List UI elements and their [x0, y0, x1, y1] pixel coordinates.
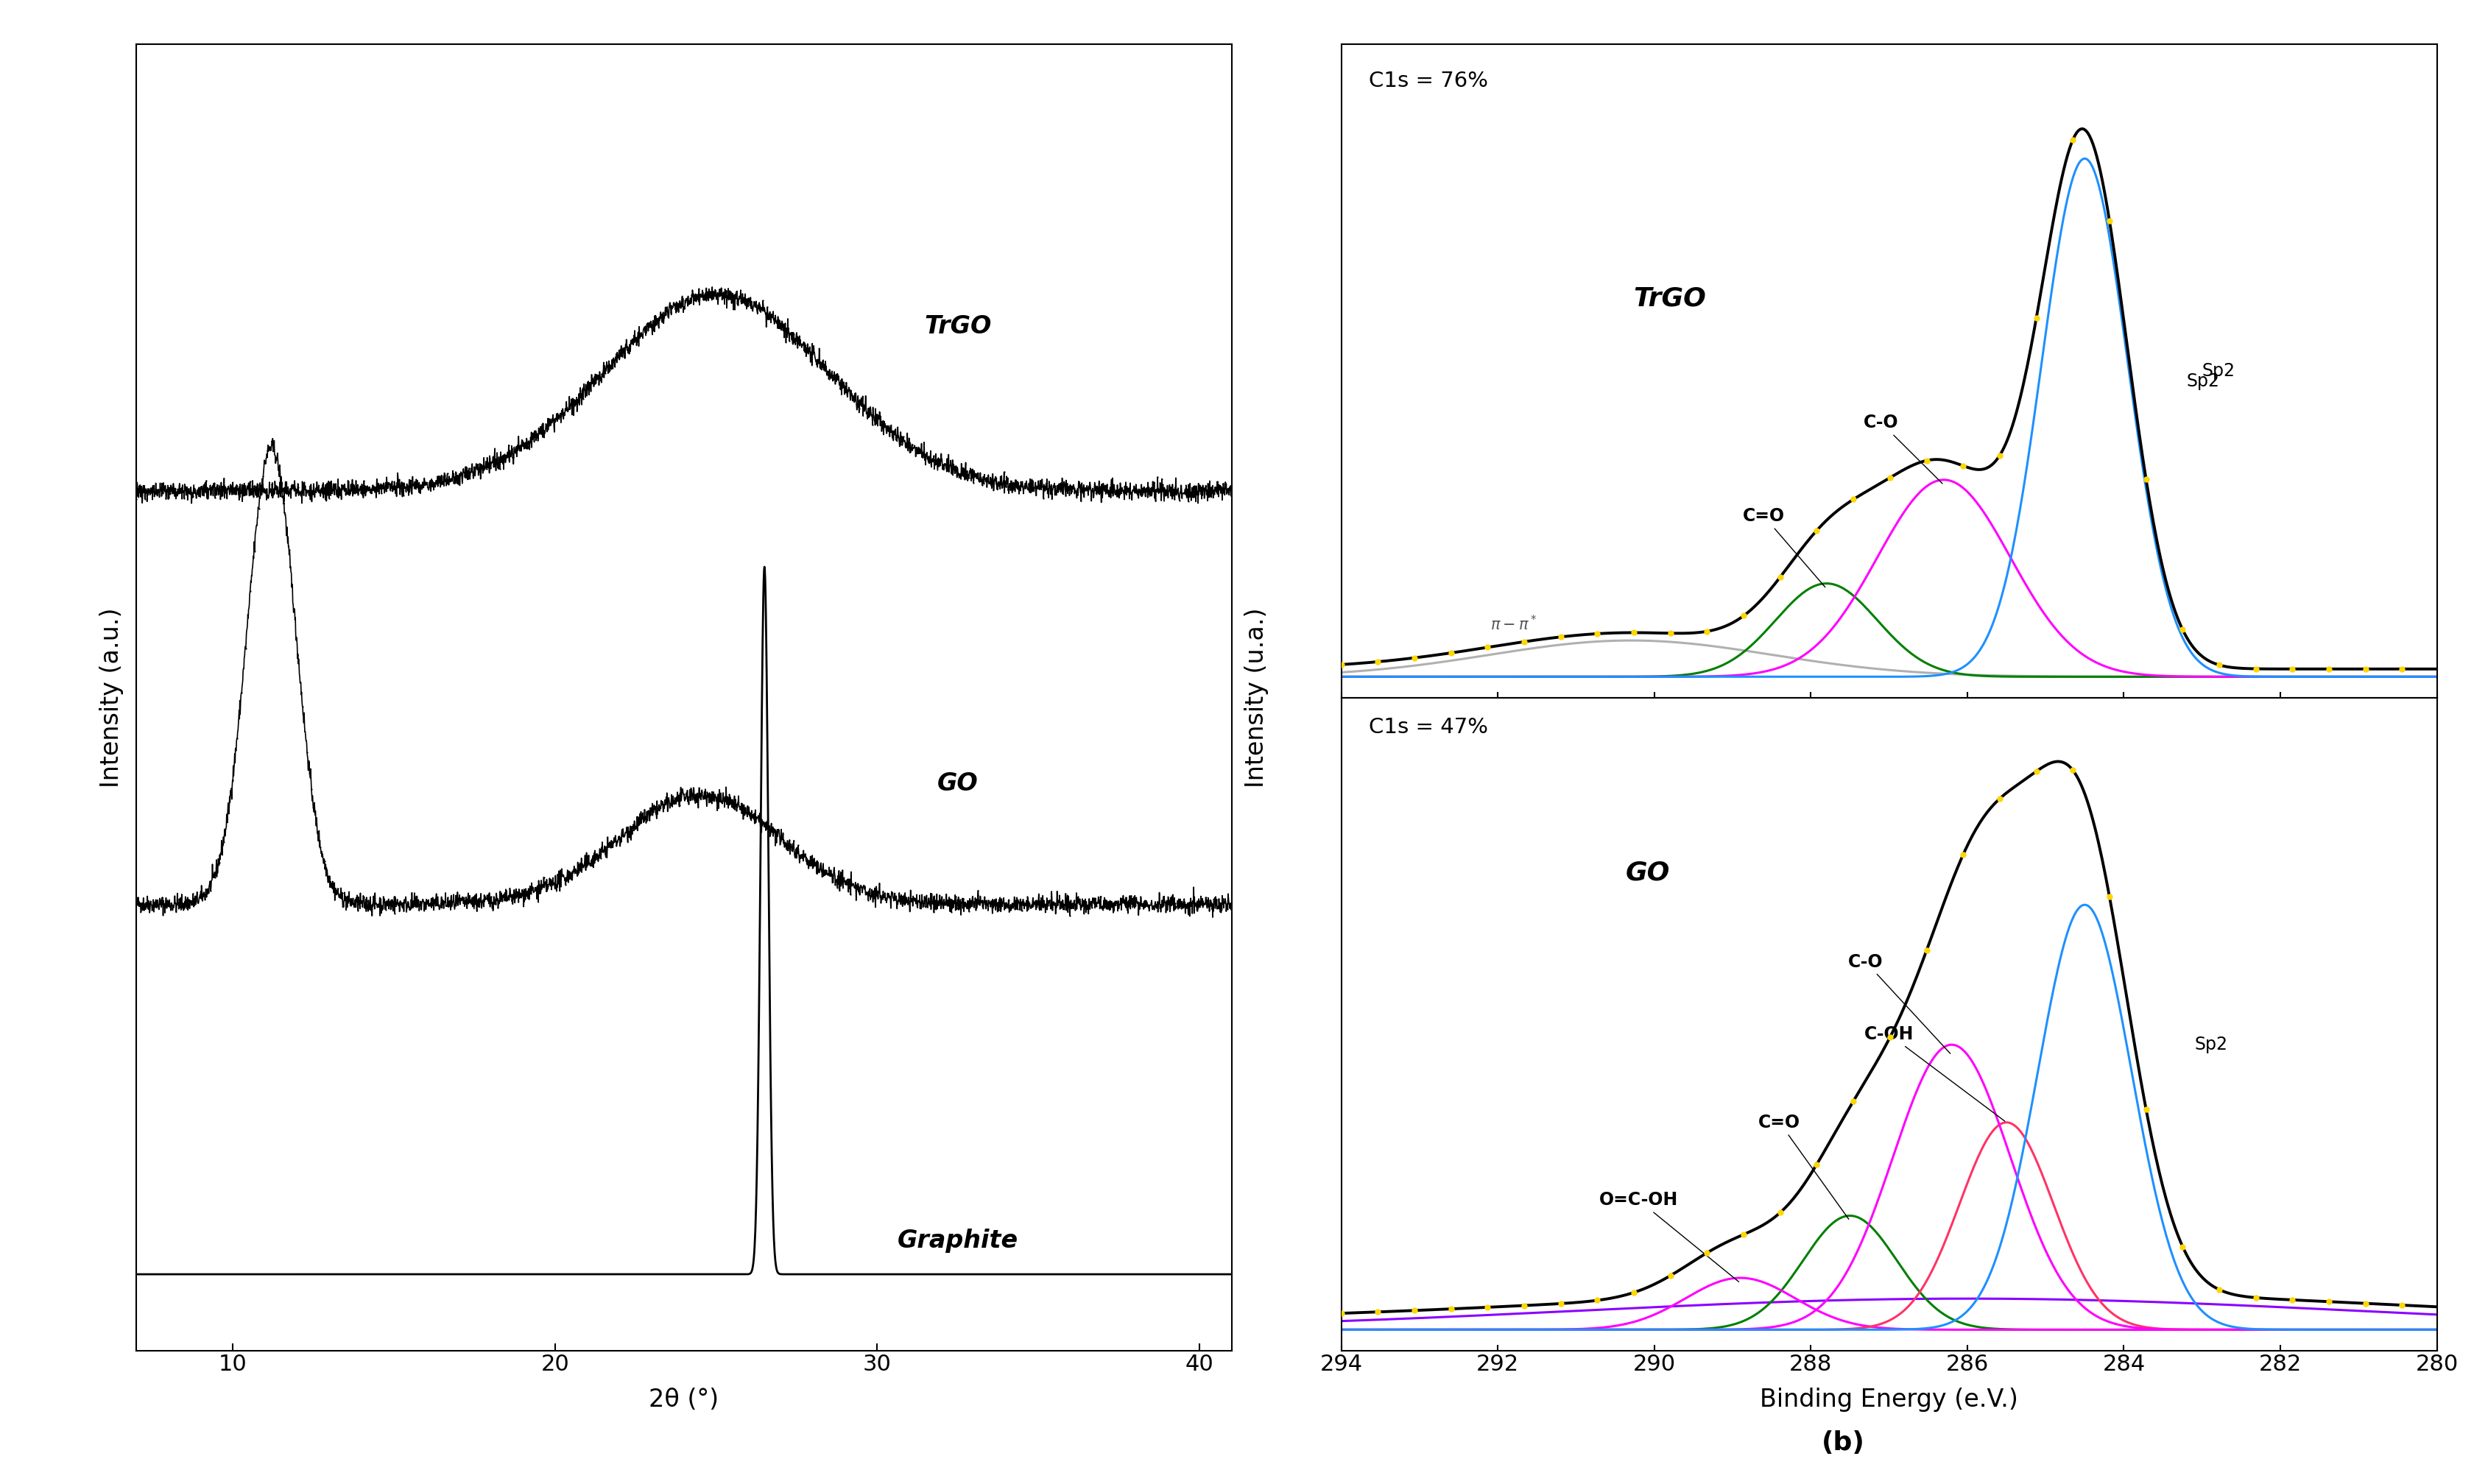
Text: C=O: C=O: [1759, 1113, 1848, 1220]
Text: Sp2: Sp2: [2202, 362, 2234, 380]
Text: Graphite: Graphite: [898, 1229, 1019, 1252]
Text: GO: GO: [938, 772, 977, 795]
Text: C-OH: C-OH: [1865, 1025, 2004, 1122]
X-axis label: Binding Energy (e.V.): Binding Energy (e.V.): [1759, 1388, 2019, 1411]
Text: GO: GO: [1625, 861, 1670, 886]
Text: C1s = 76%: C1s = 76%: [1368, 71, 1487, 91]
Text: C-O: C-O: [1848, 953, 1950, 1054]
Text: $\pi-\pi^*$: $\pi-\pi^*$: [1489, 614, 1536, 634]
Y-axis label: Intensity (a.u.): Intensity (a.u.): [99, 607, 124, 788]
Text: O=C-OH: O=C-OH: [1598, 1192, 1739, 1282]
Text: TrGO: TrGO: [1633, 286, 1707, 310]
Text: (b): (b): [1821, 1431, 1865, 1454]
Text: C-O: C-O: [1863, 414, 1942, 484]
X-axis label: 2θ (°): 2θ (°): [648, 1388, 720, 1411]
Text: C=O: C=O: [1742, 508, 1826, 588]
Text: Sp2: Sp2: [2194, 1036, 2227, 1054]
Text: Intensity (u.a.): Intensity (u.a.): [1244, 607, 1269, 788]
Text: C1s = 47%: C1s = 47%: [1368, 717, 1487, 738]
Text: TrGO: TrGO: [925, 315, 992, 338]
Text: Sp2: Sp2: [2187, 372, 2219, 390]
